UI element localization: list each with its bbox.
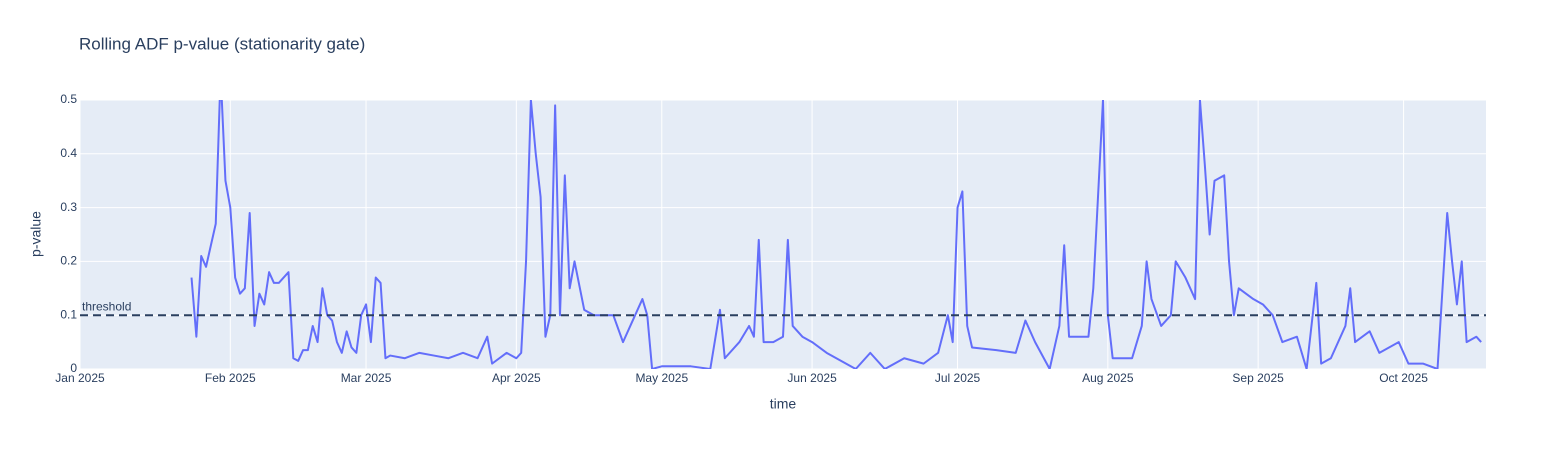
- y-tick-label: 0.1: [60, 307, 77, 321]
- threshold-label: threshold: [82, 299, 131, 313]
- x-tick-label: Jan 2025: [55, 371, 105, 385]
- x-tick-label: Apr 2025: [492, 371, 541, 385]
- y-tick-label: 0.3: [60, 200, 77, 214]
- x-tick-label: Sep 2025: [1232, 371, 1284, 385]
- x-tick-label: Jun 2025: [787, 371, 837, 385]
- chart-title: Rolling ADF p-value (stationarity gate): [79, 34, 365, 53]
- x-tick-label: Oct 2025: [1379, 371, 1428, 385]
- y-tick-label: 0.5: [60, 92, 77, 106]
- y-tick-label: 0.4: [60, 146, 77, 160]
- x-tick-label: Feb 2025: [205, 371, 256, 385]
- x-tick-label: May 2025: [635, 371, 688, 385]
- y-tick-label: 0.2: [60, 254, 77, 268]
- y-axis-label: p-value: [28, 211, 44, 257]
- y-tick-label: 0: [70, 361, 77, 375]
- x-tick-label: Aug 2025: [1082, 371, 1134, 385]
- x-axis-label: time: [770, 396, 797, 412]
- x-tick-label: Mar 2025: [341, 371, 392, 385]
- data-line: [190, 100, 1482, 369]
- x-tick-label: Jul 2025: [935, 371, 981, 385]
